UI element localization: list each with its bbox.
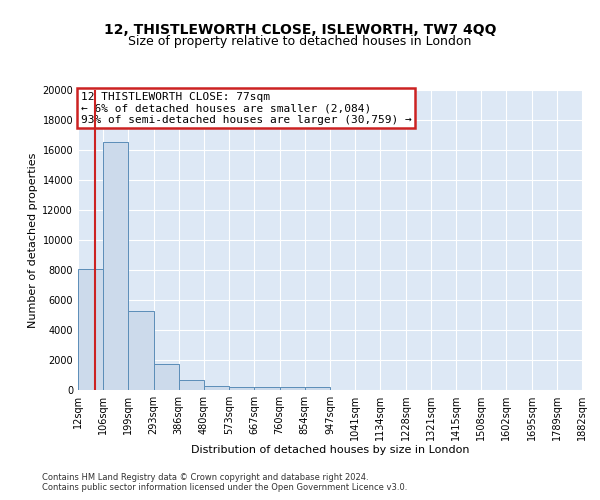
Bar — [103, 142, 128, 390]
X-axis label: Distribution of detached houses by size in London: Distribution of detached houses by size … — [191, 444, 469, 454]
Text: 12, THISTLEWORTH CLOSE, ISLEWORTH, TW7 4QQ: 12, THISTLEWORTH CLOSE, ISLEWORTH, TW7 4… — [104, 22, 496, 36]
Bar — [179, 380, 204, 390]
Bar — [229, 386, 254, 390]
Text: Contains public sector information licensed under the Open Government Licence v3: Contains public sector information licen… — [42, 482, 407, 492]
Bar — [204, 386, 229, 390]
Text: Contains HM Land Registry data © Crown copyright and database right 2024.: Contains HM Land Registry data © Crown c… — [42, 472, 368, 482]
Bar — [305, 388, 330, 390]
Text: Size of property relative to detached houses in London: Size of property relative to detached ho… — [128, 35, 472, 48]
Bar — [254, 387, 280, 390]
Bar — [78, 268, 103, 390]
Y-axis label: Number of detached properties: Number of detached properties — [28, 152, 38, 328]
Text: 12 THISTLEWORTH CLOSE: 77sqm
← 6% of detached houses are smaller (2,084)
93% of : 12 THISTLEWORTH CLOSE: 77sqm ← 6% of det… — [80, 92, 411, 124]
Bar — [154, 364, 179, 390]
Bar — [128, 310, 154, 390]
Bar — [280, 387, 305, 390]
